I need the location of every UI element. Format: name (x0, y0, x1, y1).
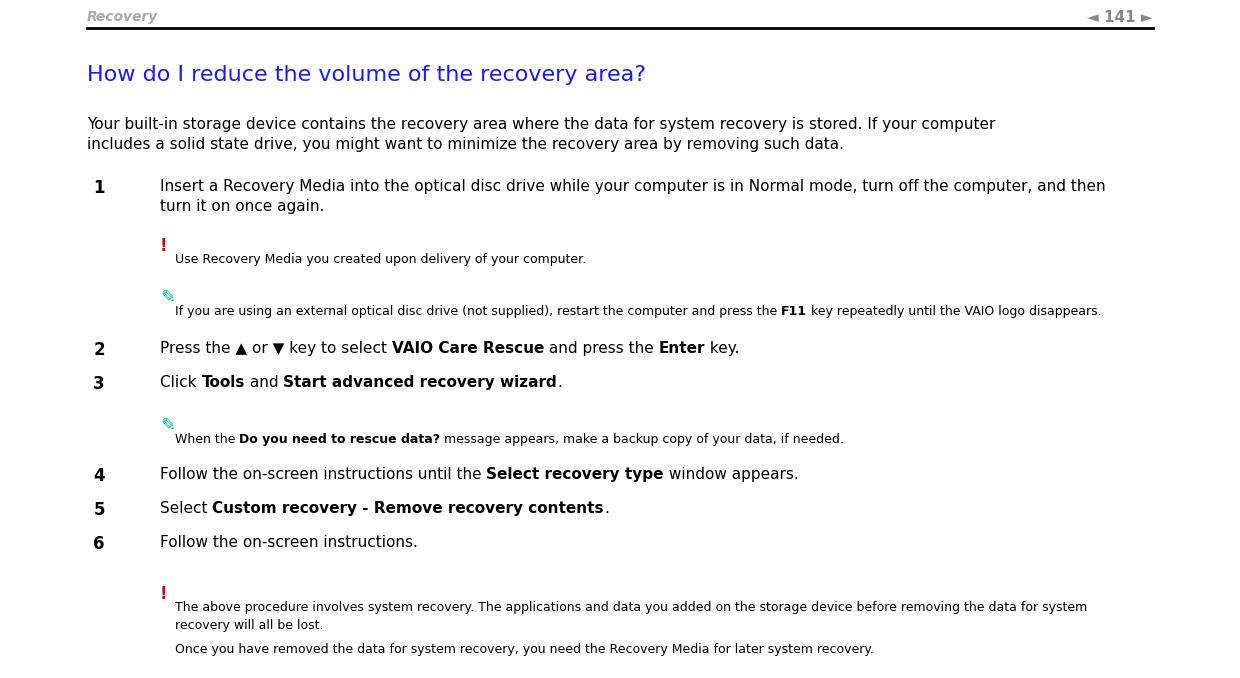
Text: Select: Select (160, 501, 212, 516)
Text: .: . (604, 501, 609, 516)
Text: Enter: Enter (658, 341, 706, 356)
Text: Start advanced recovery wizard: Start advanced recovery wizard (283, 375, 557, 390)
Text: Follow the on-screen instructions until the: Follow the on-screen instructions until … (160, 467, 486, 482)
Text: !: ! (160, 585, 167, 603)
Text: If you are using an external optical disc drive (not supplied), restart the comp: If you are using an external optical dis… (175, 305, 781, 318)
Text: ✎: ✎ (160, 289, 175, 307)
Text: F11: F11 (781, 305, 807, 318)
Text: and press the: and press the (544, 341, 658, 356)
Text: .: . (557, 375, 562, 390)
Text: The above procedure involves system recovery. The applications and data you adde: The above procedure involves system reco… (175, 601, 1087, 631)
Text: 2: 2 (93, 341, 105, 359)
Text: Insert a Recovery Media into the optical disc drive while your computer is in No: Insert a Recovery Media into the optical… (160, 179, 1106, 214)
Text: and: and (244, 375, 283, 390)
Text: Do you need to rescue data?: Do you need to rescue data? (239, 433, 440, 446)
Text: Click: Click (160, 375, 201, 390)
Text: Press the ▲ or ▼ key to select: Press the ▲ or ▼ key to select (160, 341, 392, 356)
Text: window appears.: window appears. (663, 467, 799, 482)
Text: Recovery: Recovery (87, 10, 159, 24)
Text: ◄ 141 ►: ◄ 141 ► (1087, 10, 1153, 25)
Text: message appears, make a backup copy of your data, if needed.: message appears, make a backup copy of y… (440, 433, 844, 446)
Text: !: ! (160, 237, 167, 255)
Text: key repeatedly until the VAIO logo disappears.: key repeatedly until the VAIO logo disap… (807, 305, 1102, 318)
Text: 1: 1 (93, 179, 105, 197)
Text: Use Recovery Media you created upon delivery of your computer.: Use Recovery Media you created upon deli… (175, 253, 587, 266)
Text: 6: 6 (93, 535, 105, 553)
Text: key.: key. (706, 341, 740, 356)
Text: 5: 5 (93, 501, 105, 519)
Text: Once you have removed the data for system recovery, you need the Recovery Media : Once you have removed the data for syste… (175, 643, 874, 656)
Text: Select recovery type: Select recovery type (486, 467, 663, 482)
Text: Your built-in storage device contains the recovery area where the data for syste: Your built-in storage device contains th… (87, 117, 996, 153)
Text: Tools: Tools (201, 375, 244, 390)
Text: How do I reduce the volume of the recovery area?: How do I reduce the volume of the recove… (87, 65, 646, 85)
Text: VAIO Care Rescue: VAIO Care Rescue (392, 341, 544, 356)
Text: 3: 3 (93, 375, 105, 393)
Text: Custom recovery - Remove recovery contents: Custom recovery - Remove recovery conten… (212, 501, 604, 516)
Text: Follow the on-screen instructions.: Follow the on-screen instructions. (160, 535, 418, 550)
Text: 4: 4 (93, 467, 105, 485)
Text: ✎: ✎ (160, 417, 175, 435)
Text: When the: When the (175, 433, 239, 446)
